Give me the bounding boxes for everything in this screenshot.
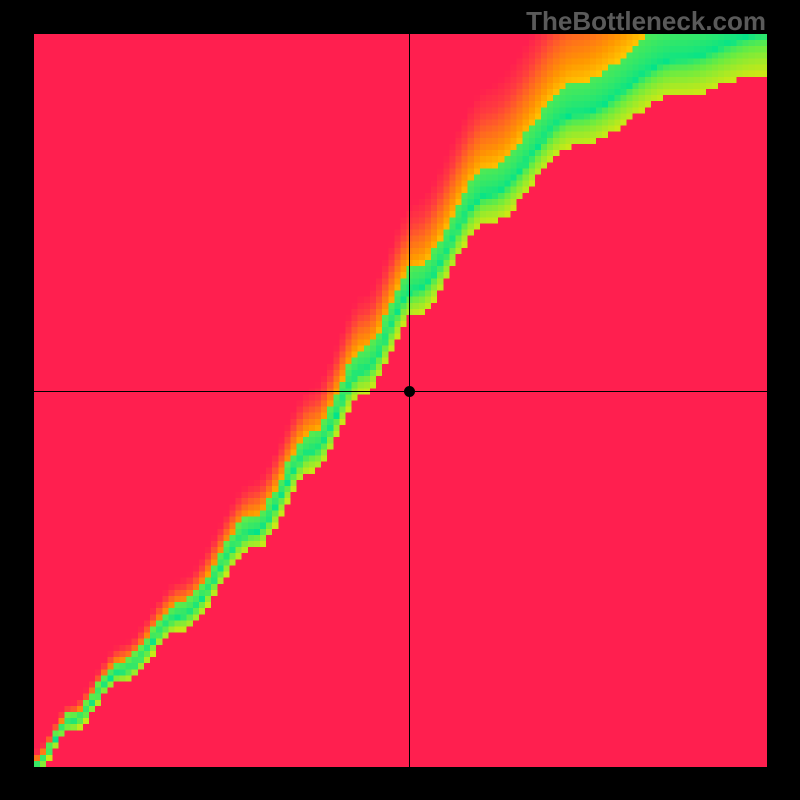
crosshair-vertical [409,34,410,767]
bottleneck-heatmap [34,34,767,767]
crosshair-horizontal [34,391,767,392]
crosshair-dot [404,386,415,397]
watermark-text: TheBottleneck.com [526,6,766,37]
